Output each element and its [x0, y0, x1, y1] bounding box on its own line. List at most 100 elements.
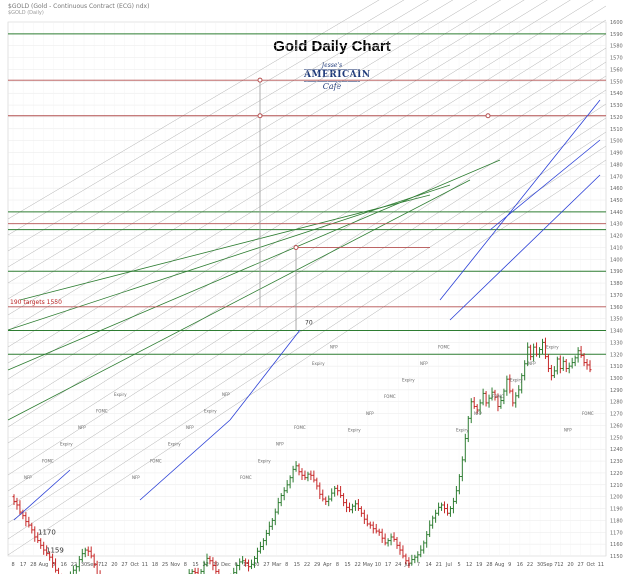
- y-tick-label: 1520: [610, 115, 623, 121]
- y-tick-label: 1590: [610, 32, 623, 38]
- range-annotation: 70: [305, 320, 313, 327]
- y-tick-label: 1400: [610, 257, 623, 263]
- x-tick-label: 30: [81, 562, 87, 568]
- trend-line: [7, 61, 607, 444]
- y-tick-label: 1470: [610, 174, 623, 180]
- x-tick-label: Jul: [445, 562, 452, 568]
- y-tick-label: 1320: [610, 352, 623, 358]
- y-tick-label: 1430: [610, 222, 623, 228]
- x-tick-label: 21: [436, 562, 442, 568]
- event-marker-label: FOMC: [582, 411, 594, 416]
- y-tick-label: 1280: [610, 400, 623, 406]
- x-tick-label: 28: [30, 562, 36, 568]
- event-marker-label: Expiry: [402, 378, 415, 383]
- channel-line: [229, 329, 301, 421]
- y-tick-label: 1290: [610, 388, 623, 394]
- event-marker-label: Expiry: [60, 442, 73, 447]
- x-tick-label: Nov: [170, 562, 180, 568]
- target-annotation: 190 targets 1550: [10, 299, 62, 306]
- y-tick-label: 1210: [610, 483, 623, 489]
- event-marker-label: FOMC: [240, 475, 252, 480]
- y-tick-label: 1530: [610, 103, 623, 109]
- low-label-1159: 1159: [46, 546, 64, 554]
- trend-line: [7, 0, 502, 300]
- channel-line: [489, 139, 601, 231]
- x-tick-label: 8: [11, 562, 14, 568]
- x-tick-label: 12: [101, 562, 107, 568]
- event-marker-label: Expiry: [456, 427, 469, 432]
- chart-title: Gold Daily Chart: [273, 38, 391, 55]
- y-tick-label: 1560: [610, 67, 623, 73]
- x-tick-label: 15: [344, 562, 350, 568]
- y-tick-label: 1510: [610, 127, 623, 133]
- y-tick-label: 1230: [610, 459, 623, 465]
- event-marker-label: Expiry: [546, 344, 559, 349]
- trend-line: [7, 0, 548, 332]
- event-marker-label: Expiry: [114, 392, 127, 397]
- event-marker-label: NFP: [276, 442, 284, 447]
- event-marker-label: Expiry: [258, 458, 271, 463]
- x-tick-label: 19: [476, 562, 482, 568]
- event-marker-label: NFP: [564, 427, 572, 432]
- x-tick-label: 30: [537, 562, 543, 568]
- y-tick-label: 1440: [610, 210, 623, 216]
- x-tick-label: 11: [598, 562, 604, 568]
- x-tick-label: 5: [457, 562, 460, 568]
- y-tick-label: 1420: [610, 234, 623, 240]
- x-tick-label: 12: [466, 562, 472, 568]
- x-tick-label: Aug: [495, 562, 505, 568]
- y-tick-label: 1570: [610, 56, 623, 62]
- y-tick-label: 1200: [610, 495, 623, 501]
- y-tick-label: 1190: [610, 507, 623, 513]
- event-marker-label: FOMC: [150, 458, 162, 463]
- event-marker-label: NFP: [186, 425, 194, 430]
- x-tick-label: 6: [234, 562, 237, 568]
- x-tick-label: 12: [557, 562, 563, 568]
- x-tick-label: 24: [395, 562, 401, 568]
- x-tick-label: 13: [243, 562, 249, 568]
- x-tick-label: 10: [375, 562, 381, 568]
- trend-line: [7, 0, 525, 316]
- event-marker-label: Expiry: [168, 442, 181, 447]
- channel-line: [13, 469, 71, 521]
- y-tick-label: 1490: [610, 151, 623, 157]
- trend-line: [7, 47, 607, 428]
- x-tick-label: Jun: [403, 562, 412, 568]
- y-tick-label: 1340: [610, 329, 623, 335]
- x-tick-label: 22: [354, 562, 360, 568]
- x-tick-label: 16: [61, 562, 67, 568]
- y-tick-label: 1480: [610, 162, 623, 168]
- x-tick-label: 27: [577, 562, 583, 568]
- trend-line: [7, 131, 607, 524]
- x-tick-label: 11: [142, 562, 148, 568]
- y-tick-label: 1380: [610, 281, 623, 287]
- trend-line: [7, 0, 380, 220]
- channel-line: [439, 99, 601, 301]
- trend-line: [7, 117, 607, 508]
- x-tick-label: 14: [425, 562, 431, 568]
- x-tick-label: 16: [517, 562, 523, 568]
- x-tick-label: 29: [314, 562, 320, 568]
- y-tick-label: 1360: [610, 305, 623, 311]
- event-marker-label: NFP: [132, 475, 140, 480]
- x-tick-label: 18: [152, 562, 158, 568]
- y-tick-label: 1540: [610, 91, 623, 97]
- x-tick-label: 20: [567, 562, 573, 568]
- trend-line: [7, 103, 607, 492]
- event-marker-label: FOMC: [438, 344, 450, 349]
- event-marker-label: Expiry: [510, 378, 523, 383]
- x-tick-label: 27: [121, 562, 127, 568]
- y-tick-label: 1450: [610, 198, 623, 204]
- event-marker-label: NFP: [78, 425, 86, 430]
- y-tick-label: 1580: [610, 44, 623, 50]
- event-marker-label: NFP: [24, 475, 32, 480]
- x-tick-label: 22: [202, 562, 208, 568]
- y-tick-label: 1330: [610, 340, 623, 346]
- trend-line: [7, 89, 607, 476]
- trend-line: [7, 5, 607, 380]
- x-tick-label: 8: [336, 562, 339, 568]
- x-tick-label: 9: [508, 562, 511, 568]
- y-tick-label: 1310: [610, 364, 623, 370]
- x-tick-label: Dec: [221, 562, 231, 568]
- measure-point: [293, 244, 299, 250]
